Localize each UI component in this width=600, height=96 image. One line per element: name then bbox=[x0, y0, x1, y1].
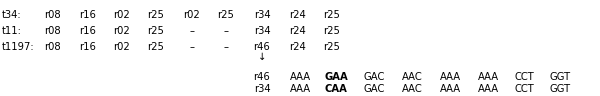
Text: ↓: ↓ bbox=[258, 52, 266, 62]
Text: r46: r46 bbox=[254, 72, 271, 82]
Text: CCT: CCT bbox=[514, 84, 534, 94]
Text: AAA: AAA bbox=[478, 72, 499, 82]
Text: r08: r08 bbox=[44, 42, 61, 52]
Text: AAC: AAC bbox=[401, 72, 422, 82]
Text: GAC: GAC bbox=[364, 84, 385, 94]
Text: r02: r02 bbox=[113, 10, 130, 20]
Text: r02: r02 bbox=[184, 10, 200, 20]
Text: r34: r34 bbox=[254, 84, 271, 94]
Text: r08: r08 bbox=[44, 26, 61, 36]
Text: r34: r34 bbox=[254, 26, 271, 36]
Text: r16: r16 bbox=[80, 26, 97, 36]
Text: GAC: GAC bbox=[364, 72, 385, 82]
Text: r25: r25 bbox=[148, 10, 164, 20]
Text: r24: r24 bbox=[290, 10, 307, 20]
Text: t1197:: t1197: bbox=[2, 42, 35, 52]
Text: GGT: GGT bbox=[550, 84, 571, 94]
Text: –: – bbox=[223, 42, 229, 52]
Text: r25: r25 bbox=[218, 10, 235, 20]
Text: AAC: AAC bbox=[401, 84, 422, 94]
Text: t34:: t34: bbox=[2, 10, 22, 20]
Text: r25: r25 bbox=[323, 10, 340, 20]
Text: AAA: AAA bbox=[478, 84, 499, 94]
Text: AAA: AAA bbox=[289, 72, 311, 82]
Text: AAA: AAA bbox=[439, 72, 461, 82]
Text: AAA: AAA bbox=[439, 84, 461, 94]
Text: CAA: CAA bbox=[325, 84, 347, 94]
Text: r24: r24 bbox=[290, 26, 307, 36]
Text: r08: r08 bbox=[44, 10, 61, 20]
Text: AAA: AAA bbox=[289, 84, 311, 94]
Text: r25: r25 bbox=[323, 42, 340, 52]
Text: r25: r25 bbox=[148, 42, 164, 52]
Text: r24: r24 bbox=[290, 42, 307, 52]
Text: r25: r25 bbox=[148, 26, 164, 36]
Text: r02: r02 bbox=[113, 26, 130, 36]
Text: r46: r46 bbox=[254, 42, 271, 52]
Text: t11:: t11: bbox=[2, 26, 22, 36]
Text: GAA: GAA bbox=[324, 72, 348, 82]
Text: CCT: CCT bbox=[514, 72, 534, 82]
Text: –: – bbox=[190, 26, 194, 36]
Text: –: – bbox=[190, 42, 194, 52]
Text: r16: r16 bbox=[80, 42, 97, 52]
Text: r25: r25 bbox=[323, 26, 340, 36]
Text: GGT: GGT bbox=[550, 72, 571, 82]
Text: r16: r16 bbox=[80, 10, 97, 20]
Text: r02: r02 bbox=[113, 42, 130, 52]
Text: –: – bbox=[223, 26, 229, 36]
Text: r34: r34 bbox=[254, 10, 271, 20]
